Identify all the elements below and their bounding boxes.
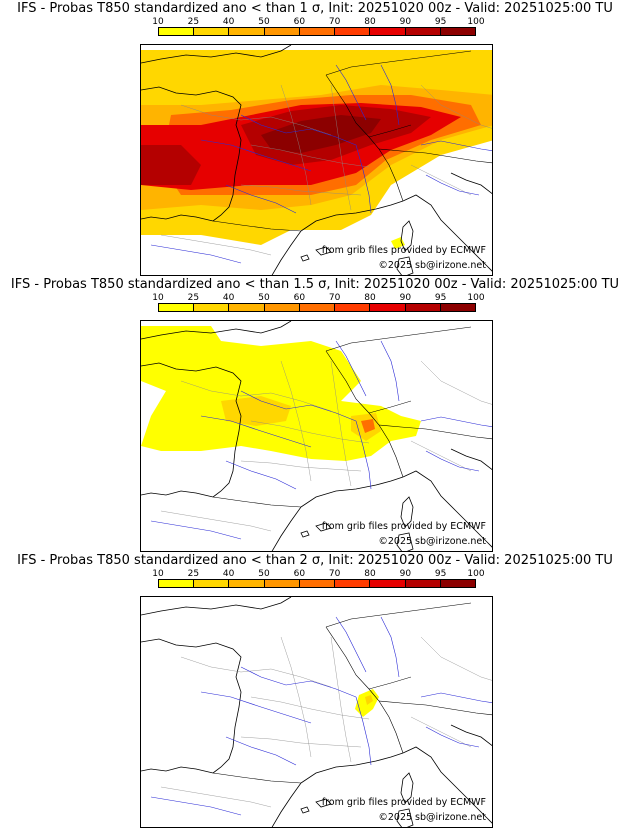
probability-map: from grib files provided by ECMWF ©2025 … xyxy=(140,320,493,552)
colorbar-tick-label: 60 xyxy=(293,569,306,579)
colorbar-ticks: 10 25 40 50 60 70 80 90 95 100 xyxy=(152,17,484,27)
colorbar-tick-label: 100 xyxy=(467,17,485,27)
map-canvas xyxy=(141,321,492,551)
credit-copyright: ©2025 sb@irizone.net xyxy=(378,812,486,823)
colorbar-swatch xyxy=(159,304,195,311)
credit-source: from grib files provided by ECMWF xyxy=(321,245,486,256)
panel-title: IFS - Probas T850 standardized ano < tha… xyxy=(17,553,613,568)
colorbar-swatch xyxy=(299,304,336,311)
colorbar-swatch xyxy=(405,304,441,311)
colorbar xyxy=(158,579,476,588)
probability-map: from grib files provided by ECMWF ©2025 … xyxy=(140,44,493,276)
colorbar-tick-label: 50 xyxy=(258,569,270,579)
colorbar-swatch xyxy=(405,28,441,35)
colorbar xyxy=(158,303,476,312)
colorbar-swatch xyxy=(194,580,230,587)
colorbar-tick-label: 90 xyxy=(399,569,412,579)
colorbar xyxy=(158,27,476,36)
colorbar-tick-label: 90 xyxy=(399,17,412,27)
colorbar-ticks: 10 25 40 50 60 70 80 90 95 100 xyxy=(152,293,484,303)
map-canvas xyxy=(141,597,492,827)
colorbar-tick-label: 50 xyxy=(258,293,270,303)
credit-copyright: ©2025 sb@irizone.net xyxy=(378,536,486,547)
colorbar-swatch xyxy=(159,28,195,35)
colorbar-tick-label: 80 xyxy=(364,569,376,579)
colorbar-swatch xyxy=(370,28,406,35)
colorbar-swatch xyxy=(440,28,475,35)
colorbar-tick-label: 40 xyxy=(222,569,235,579)
colorbar-swatch xyxy=(264,304,300,311)
credit-source: from grib files provided by ECMWF xyxy=(321,521,486,532)
colorbar-tick-label: 100 xyxy=(467,569,485,579)
colorbar-swatch xyxy=(405,580,441,587)
colorbar-tick-label: 40 xyxy=(222,293,235,303)
colorbar-tick-label: 80 xyxy=(364,293,376,303)
colorbar-swatch xyxy=(440,304,475,311)
panel-title: IFS - Probas T850 standardized ano < tha… xyxy=(10,277,620,292)
map-panel-1sigma: IFS - Probas T850 standardized ano < tha… xyxy=(0,0,630,276)
map-panel-1-5sigma: IFS - Probas T850 standardized ano < tha… xyxy=(0,276,630,552)
colorbar-ticks: 10 25 40 50 60 70 80 90 95 100 xyxy=(152,569,484,579)
colorbar-tick-label: 90 xyxy=(399,293,412,303)
colorbar-tick-label: 60 xyxy=(293,17,306,27)
colorbar-swatch xyxy=(264,28,300,35)
colorbar-swatch xyxy=(370,580,406,587)
colorbar-swatch xyxy=(299,28,336,35)
colorbar-tick-label: 95 xyxy=(434,569,447,579)
colorbar-tick-label: 95 xyxy=(434,17,447,27)
map-canvas xyxy=(141,45,492,275)
colorbar-tick-label: 25 xyxy=(187,569,200,579)
colorbar-swatch xyxy=(335,28,371,35)
colorbar-tick-label: 25 xyxy=(187,17,200,27)
panel-title: IFS - Probas T850 standardized ano < tha… xyxy=(17,1,613,16)
colorbar-tick-label: 10 xyxy=(152,17,164,27)
colorbar-tick-label: 60 xyxy=(293,293,306,303)
credit-copyright: ©2025 sb@irizone.net xyxy=(378,260,486,271)
colorbar-swatch xyxy=(194,304,230,311)
probability-map: from grib files provided by ECMWF ©2025 … xyxy=(140,596,493,828)
colorbar-swatch xyxy=(335,580,371,587)
colorbar-tick-label: 10 xyxy=(152,293,164,303)
colorbar-tick-label: 70 xyxy=(328,293,341,303)
colorbar-swatch xyxy=(229,580,265,587)
colorbar-swatch xyxy=(229,28,265,35)
colorbar-tick-label: 70 xyxy=(328,17,341,27)
colorbar-tick-label: 40 xyxy=(222,17,235,27)
map-panel-2sigma: IFS - Probas T850 standardized ano < tha… xyxy=(0,552,630,828)
colorbar-tick-label: 10 xyxy=(152,569,164,579)
colorbar-swatch xyxy=(264,580,300,587)
colorbar-tick-label: 50 xyxy=(258,17,270,27)
colorbar-tick-label: 100 xyxy=(467,293,485,303)
colorbar-swatch xyxy=(335,304,371,311)
colorbar-swatch xyxy=(194,28,230,35)
colorbar-tick-label: 25 xyxy=(187,293,200,303)
colorbar-swatch xyxy=(229,304,265,311)
colorbar-swatch xyxy=(159,580,195,587)
colorbar-tick-label: 70 xyxy=(328,569,341,579)
colorbar-tick-label: 80 xyxy=(364,17,376,27)
colorbar-swatch xyxy=(299,580,336,587)
colorbar-swatch xyxy=(370,304,406,311)
colorbar-tick-label: 95 xyxy=(434,293,447,303)
credit-source: from grib files provided by ECMWF xyxy=(321,797,486,808)
colorbar-swatch xyxy=(440,580,475,587)
